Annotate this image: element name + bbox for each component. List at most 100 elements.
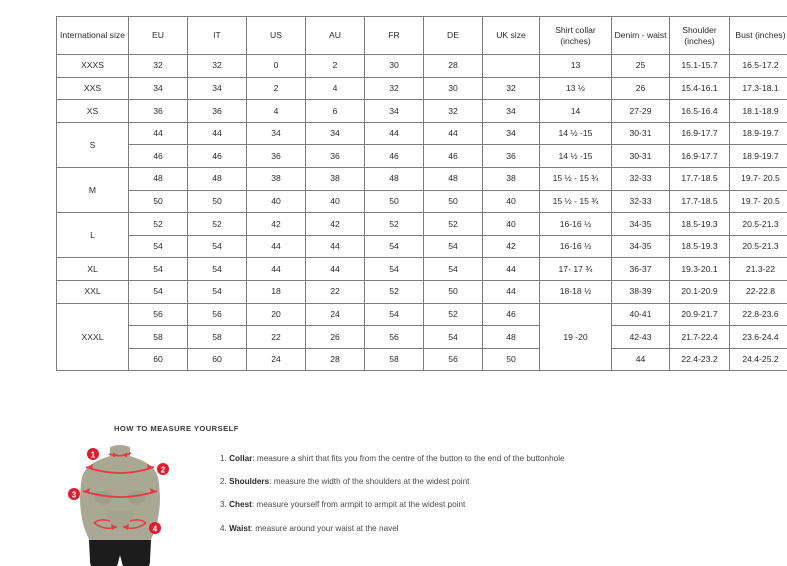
column-header-fr: FR <box>364 16 424 55</box>
cell-eu: 50 <box>128 189 188 214</box>
cell-shoulder: 20.1-20.9 <box>669 279 730 304</box>
cell-uk: 34 <box>482 121 540 146</box>
cell-de: 46 <box>423 144 483 168</box>
cell-international-size: XXXS <box>56 54 129 78</box>
cell-fr: 44 <box>364 121 424 146</box>
table-body: XXXS 32 32 0 2 30 28 13 25 15.1-15.7 16.5-17.2 XXS 3… <box>56 54 787 372</box>
cell-it: 56 <box>187 302 247 327</box>
cell-de: 54 <box>423 234 483 259</box>
cell-shirt-collar: 13 <box>539 54 612 78</box>
cell-fr: 54 <box>364 257 424 281</box>
cell-denim: 32-33 <box>611 166 670 191</box>
cell-eu: 54 <box>128 279 188 304</box>
cell-bust: 16.5-17.2 <box>729 54 787 78</box>
cell-uk: 34 <box>482 99 540 123</box>
shoulders-arrow-right <box>147 464 153 470</box>
cell-shoulder: 16.9-17.7 <box>669 121 730 146</box>
cell-shoulder: 22.4-23.2 <box>669 347 730 372</box>
cell-us: 34 <box>246 121 306 146</box>
cell-fr: 52 <box>364 279 424 304</box>
how-to-measure-body: 1 2 3 4 1. Collar: measur <box>56 441 746 566</box>
cell-uk: 48 <box>482 325 540 349</box>
cell-shoulder: 18.5-19.3 <box>669 212 730 236</box>
cell-bust: 21.3-22 <box>729 257 787 281</box>
marker-1-label: 1 <box>91 450 96 459</box>
cell-de: 54 <box>423 325 483 349</box>
cell-uk: 42 <box>482 234 540 259</box>
cell-au: 34 <box>305 121 365 146</box>
cell-it: 46 <box>187 144 247 168</box>
cell-it: 36 <box>187 99 247 123</box>
instruction-term: Waist <box>229 523 251 533</box>
cell-shoulder: 17.7-18.5 <box>669 166 730 191</box>
cell-it: 54 <box>187 279 247 304</box>
cell-uk: 44 <box>482 279 540 304</box>
cell-international-size: XXL <box>56 279 129 304</box>
cell-shirt-collar: 14 ½ -15 <box>539 144 612 168</box>
cell-shoulder: 16.5-16.4 <box>669 99 730 123</box>
cell-it: 34 <box>187 76 247 101</box>
cell-uk <box>482 54 540 78</box>
instruction-number: 1. <box>220 454 227 463</box>
cell-au: 2 <box>305 54 365 78</box>
cell-shirt-collar: 19 -20 <box>539 302 612 372</box>
cell-denim: 34-35 <box>611 212 670 236</box>
cell-shirt-collar: 16-16 ½ <box>539 234 612 259</box>
cell-au: 38 <box>305 166 365 191</box>
table-row: S 44 44 34 34 44 44 34 14 ½ -15 30-31 16.9-17.7 18.… <box>56 121 787 168</box>
cell-au: 44 <box>305 234 365 259</box>
cell-bust: 24.4-25.2 <box>729 347 787 372</box>
table-header: International size EU IT US AU FR DE UK … <box>56 16 787 55</box>
cell-bust: 19.7- 20.5 <box>729 189 787 214</box>
cell-bust: 18.9-19.7 <box>729 121 787 146</box>
cell-fr: 52 <box>364 212 424 236</box>
table-row: XXXL 56 56 20 24 54 52 46 19 -20 40-41 20.9-21.7 22… <box>56 302 787 372</box>
cell-international-size: XXXL <box>56 302 129 372</box>
cell-us: 2 <box>246 76 306 101</box>
instruction-term: Collar <box>229 454 253 463</box>
cell-bust: 18.1-18.9 <box>729 99 787 123</box>
cell-uk: 40 <box>482 189 540 214</box>
cell-eu: 46 <box>128 144 188 168</box>
cell-international-size: XS <box>56 99 129 123</box>
cell-de: 30 <box>423 76 483 101</box>
cell-us: 42 <box>246 212 306 236</box>
cell-au: 4 <box>305 76 365 101</box>
table-row: 60 60 24 28 58 56 50 44 22.4-23.2 24.4-25.2 <box>57 347 787 372</box>
cell-us: 44 <box>246 234 306 259</box>
table-row: XXL 54 54 18 22 52 50 44 18-18 ½ 38-39 20.1-20.9 22… <box>56 279 787 304</box>
cell-de: 56 <box>423 347 483 372</box>
chest-measure-line <box>82 490 158 498</box>
cell-shoulder: 18.5-19.3 <box>669 234 730 259</box>
cell-shoulder: 16.9-17.7 <box>669 144 730 168</box>
cell-shoulder: 15.1-15.7 <box>669 54 730 78</box>
cell-de: 44 <box>423 121 483 146</box>
column-header-shirt-collar: Shirt collar (inches) <box>539 16 612 55</box>
neck-shape <box>110 445 130 462</box>
waist-arrow-left <box>111 524 117 530</box>
cell-it: 32 <box>187 54 247 78</box>
marker-3: 3 <box>68 488 80 500</box>
cell-de: 52 <box>423 212 483 236</box>
cell-shirt-collar: 16-16 ½ <box>539 212 612 236</box>
cell-shirt-collar: 15 ½ - 15 ¾ <box>539 166 612 191</box>
cell-au: 42 <box>305 212 365 236</box>
instruction-text: : measure the width of the shoulders at … <box>269 477 470 487</box>
cell-it: 48 <box>187 166 247 191</box>
cell-eu: 32 <box>128 54 188 78</box>
cell-shirt-collar: 17- 17 ¾ <box>539 257 612 281</box>
column-header-us: US <box>246 16 306 55</box>
cell-eu: 58 <box>128 325 188 349</box>
marker-3-label: 3 <box>72 490 77 499</box>
table-row: 58 58 22 26 56 54 48 42-43 21.7-22.4 23.6-24.4 <box>57 325 787 349</box>
cell-shoulder: 20.9-21.7 <box>669 302 730 327</box>
cell-eu: 44 <box>128 121 188 146</box>
mannequin-figure: 1 2 3 4 <box>60 441 180 566</box>
cell-us: 24 <box>246 347 306 372</box>
cell-eu: 36 <box>128 99 188 123</box>
cell-us: 20 <box>246 302 306 327</box>
cell-fr: 56 <box>364 325 424 349</box>
cell-au: 36 <box>305 144 365 168</box>
cell-uk: 36 <box>482 144 540 168</box>
